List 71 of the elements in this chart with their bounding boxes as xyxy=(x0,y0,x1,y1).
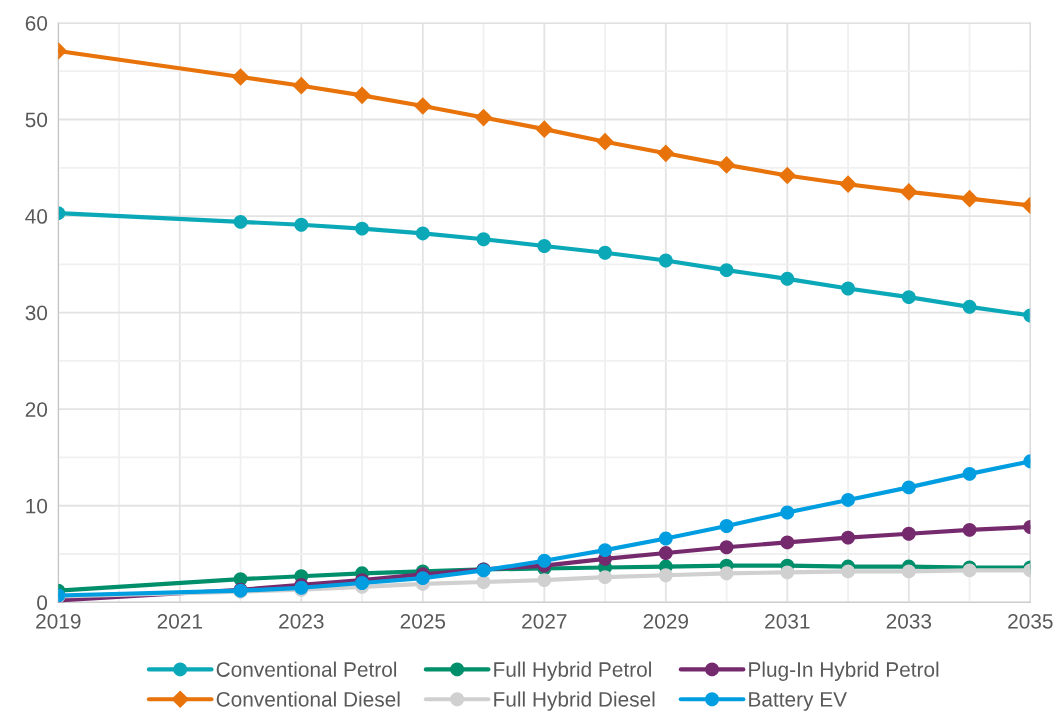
point xyxy=(231,68,250,86)
point xyxy=(415,571,430,586)
y-tick-label: 20 xyxy=(25,402,48,417)
point xyxy=(901,290,916,305)
point xyxy=(596,132,614,151)
point xyxy=(598,570,613,585)
y-tick-label: 0 xyxy=(37,595,48,611)
point xyxy=(656,144,675,163)
point xyxy=(413,97,432,115)
point xyxy=(537,573,552,588)
y-tick-label: 50 xyxy=(25,112,48,128)
x-tick-label: 2033 xyxy=(886,613,932,629)
legend-label: Full Hybrid Petrol xyxy=(494,661,651,681)
x-tick-label: 2019 xyxy=(36,613,81,629)
legend-label: Full Hybrid Diesel xyxy=(494,691,655,711)
point xyxy=(353,86,371,105)
point xyxy=(717,156,736,174)
point xyxy=(598,543,613,558)
point xyxy=(658,253,673,268)
legend-label: Plug-In Hybrid Petrol xyxy=(749,661,939,681)
point xyxy=(901,480,916,495)
point xyxy=(901,526,916,541)
point xyxy=(780,565,795,580)
point xyxy=(841,564,856,579)
point xyxy=(658,568,673,583)
point xyxy=(658,546,673,560)
point xyxy=(719,540,734,555)
y-tick-label: 60 xyxy=(25,15,48,31)
point xyxy=(839,175,857,194)
legend-label: Battery EV xyxy=(749,692,847,711)
point xyxy=(658,531,673,546)
point xyxy=(780,271,795,286)
point xyxy=(537,553,552,568)
legend-label: Conventional Diesel xyxy=(216,691,400,707)
x-tick-label: 2027 xyxy=(522,613,567,629)
point xyxy=(780,505,795,520)
x-tick-label: 2029 xyxy=(643,613,688,629)
x-tick-label: 2035 xyxy=(1008,613,1053,629)
point xyxy=(474,108,493,127)
point xyxy=(719,519,734,533)
point xyxy=(962,299,977,314)
point xyxy=(780,535,795,550)
point xyxy=(841,281,856,296)
x-tick-label: 2023 xyxy=(279,613,324,629)
point xyxy=(841,530,856,545)
point xyxy=(962,522,977,537)
x-tick-label: 2021 xyxy=(157,613,202,629)
y-tick-label: 40 xyxy=(25,209,48,224)
point xyxy=(476,232,491,247)
y-tick-label: 30 xyxy=(25,305,48,321)
point xyxy=(292,76,311,95)
point xyxy=(778,166,797,185)
y-tick-label: 10 xyxy=(26,498,48,514)
point xyxy=(960,189,979,208)
x-tick-label: 2025 xyxy=(400,613,446,629)
legend-label: Conventional Petrol xyxy=(216,661,397,677)
point xyxy=(598,245,613,260)
point xyxy=(719,263,734,278)
point xyxy=(901,564,916,579)
point xyxy=(233,214,248,229)
point xyxy=(841,492,856,507)
point xyxy=(476,575,491,589)
point xyxy=(537,239,552,253)
point xyxy=(962,466,977,481)
point xyxy=(899,183,918,201)
x-tick-label: 2031 xyxy=(765,613,810,629)
point xyxy=(415,226,430,241)
point xyxy=(355,221,369,236)
point xyxy=(294,217,309,232)
point xyxy=(535,120,554,138)
point xyxy=(719,566,734,581)
